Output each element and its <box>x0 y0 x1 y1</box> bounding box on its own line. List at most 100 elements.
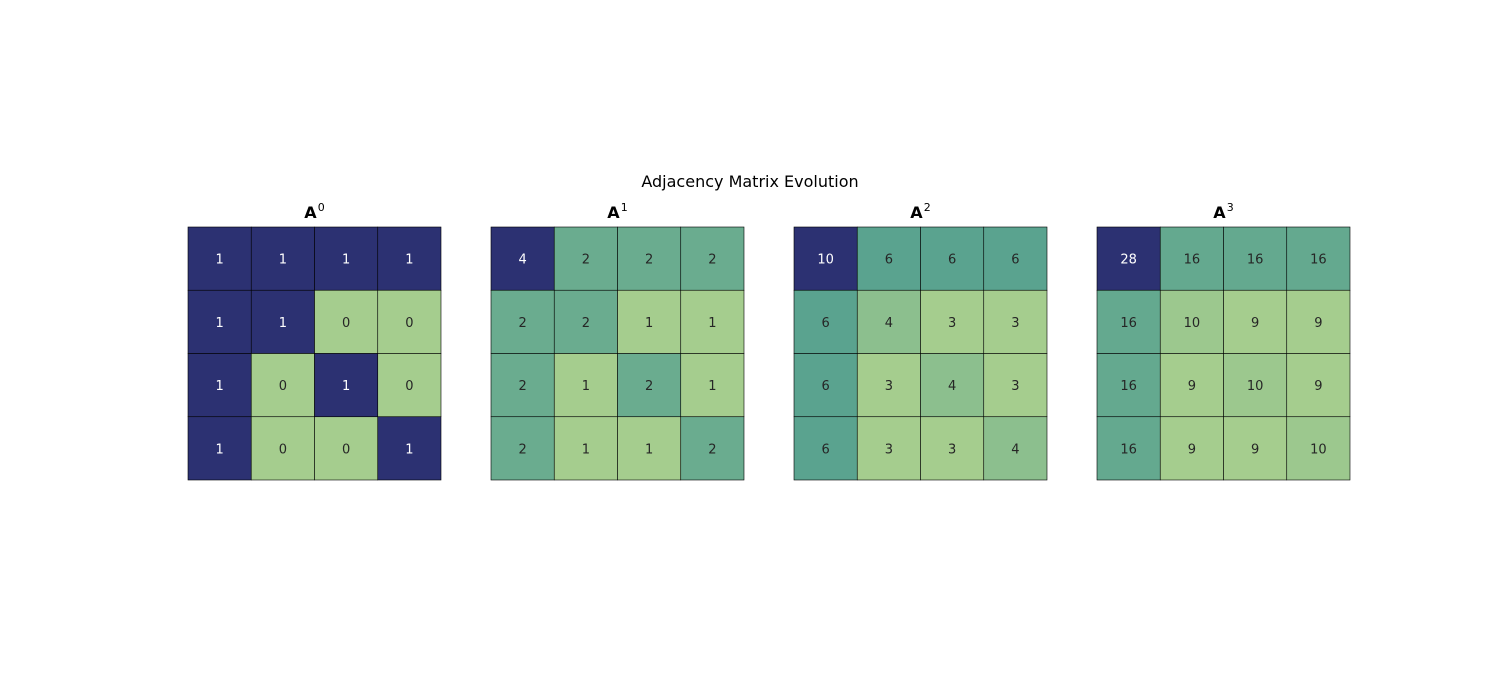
heatmap-cell-label-3-3-0: 16 <box>1120 442 1137 457</box>
heatmap-cell-1-1-1 <box>553 289 618 354</box>
panel-title-2: A2 <box>794 201 1047 222</box>
heatmap-panel-3: 28 16 16 16 16 10 9 9 16 9 10 9 16 9 9 10 <box>1096 226 1351 481</box>
heatmap-cell-3-1-2 <box>1223 289 1288 354</box>
heatmap-cell-3-3-0 <box>1096 416 1161 481</box>
heatmap-cell-label-0-2-1: 0 <box>279 379 287 394</box>
panel-title-base-0: A <box>304 203 317 222</box>
heatmap-cell-label-1-1-3: 1 <box>708 316 716 331</box>
panel-title-exponent-3: 3 <box>1226 201 1234 214</box>
heatmap-cell-label-2-0-3: 6 <box>1011 253 1019 268</box>
heatmap-cell-1-3-0 <box>490 416 555 481</box>
heatmap-cell-2-0-3 <box>983 226 1048 291</box>
heatmap-cell-label-2-0-0: 10 <box>817 253 834 268</box>
heatmap-cell-label-3-2-0: 16 <box>1120 379 1137 394</box>
heatmap-cell-label-2-2-0: 6 <box>821 379 829 394</box>
heatmap-cell-label-3-0-1: 16 <box>1184 253 1201 268</box>
heatmap-cell-label-2-3-2: 3 <box>948 442 956 457</box>
panel-title-3: A3 <box>1097 201 1350 222</box>
heatmap-cell-0-3-2 <box>314 416 379 481</box>
heatmap-cell-label-0-0-0: 1 <box>215 253 223 268</box>
heatmap-cell-0-3-1 <box>250 416 315 481</box>
heatmap-cell-label-3-1-2: 9 <box>1251 316 1259 331</box>
heatmap-cell-0-0-3 <box>377 226 442 291</box>
heatmap-cell-label-2-1-1: 4 <box>885 316 893 331</box>
heatmap-cell-label-3-1-1: 10 <box>1184 316 1201 331</box>
heatmap-cell-0-3-0 <box>187 416 252 481</box>
heatmap-cell-label-1-2-1: 1 <box>582 379 590 394</box>
heatmap-cell-2-1-0 <box>793 289 858 354</box>
panel-title-base-2: A <box>910 203 923 222</box>
heatmap-cell-3-2-2 <box>1223 353 1288 418</box>
heatmap-cell-label-0-3-3: 1 <box>405 442 413 457</box>
heatmap-cell-3-1-1 <box>1159 289 1224 354</box>
heatmap-cell-label-2-3-1: 3 <box>885 442 893 457</box>
heatmap-cell-label-2-3-0: 6 <box>821 442 829 457</box>
heatmap-cell-label-1-1-1: 2 <box>582 316 590 331</box>
heatmap-cell-label-2-2-1: 3 <box>885 379 893 394</box>
heatmap-cell-label-2-0-2: 6 <box>948 253 956 268</box>
heatmap-panel-1: 4 2 2 2 2 2 1 1 2 1 2 1 2 1 1 2 <box>490 226 745 481</box>
heatmap-cell-2-1-2 <box>920 289 985 354</box>
heatmap-cell-1-0-0 <box>490 226 555 291</box>
heatmap-cell-label-0-1-1: 1 <box>279 316 287 331</box>
heatmap-cell-label-1-3-2: 1 <box>645 442 653 457</box>
heatmap-cell-label-0-0-3: 1 <box>405 253 413 268</box>
heatmap-cell-label-1-0-1: 2 <box>582 253 590 268</box>
heatmap-cell-label-1-0-2: 2 <box>645 253 653 268</box>
figure-title: Adjacency Matrix Evolution <box>641 172 859 191</box>
heatmap-cell-label-3-1-0: 16 <box>1120 316 1137 331</box>
heatmap-cell-label-3-0-2: 16 <box>1247 253 1264 268</box>
heatmap-cell-1-1-3 <box>680 289 745 354</box>
heatmap-cell-3-0-1 <box>1159 226 1224 291</box>
heatmap-cell-1-2-0 <box>490 353 555 418</box>
heatmap-cell-2-3-0 <box>793 416 858 481</box>
heatmap-cell-2-0-2 <box>920 226 985 291</box>
heatmap-cell-label-2-3-3: 4 <box>1011 442 1019 457</box>
heatmap-cell-1-2-2 <box>617 353 682 418</box>
heatmap-cell-label-0-1-2: 0 <box>342 316 350 331</box>
heatmap-cell-label-1-1-2: 1 <box>645 316 653 331</box>
heatmap-cell-label-1-0-3: 2 <box>708 253 716 268</box>
heatmap-cell-2-3-2 <box>920 416 985 481</box>
heatmap-cell-0-3-3 <box>377 416 442 481</box>
heatmap-cell-3-1-0 <box>1096 289 1161 354</box>
heatmap-cell-label-3-0-0: 28 <box>1120 253 1137 268</box>
heatmap-cell-2-3-3 <box>983 416 1048 481</box>
heatmap-cell-label-1-2-0: 2 <box>518 379 526 394</box>
heatmap-cell-1-3-2 <box>617 416 682 481</box>
heatmap-cell-2-1-3 <box>983 289 1048 354</box>
heatmap-cell-3-2-0 <box>1096 353 1161 418</box>
heatmap-cell-2-1-1 <box>856 289 921 354</box>
heatmap-cell-label-0-3-2: 0 <box>342 442 350 457</box>
heatmap-cell-3-0-0 <box>1096 226 1161 291</box>
heatmap-cell-3-0-3 <box>1286 226 1351 291</box>
heatmap-cell-label-1-1-0: 2 <box>518 316 526 331</box>
heatmap-cell-label-0-2-0: 1 <box>215 379 223 394</box>
heatmap-cell-0-0-1 <box>250 226 315 291</box>
heatmap-cell-1-1-0 <box>490 289 555 354</box>
heatmap-cell-0-2-3 <box>377 353 442 418</box>
heatmap-cell-label-2-1-0: 6 <box>821 316 829 331</box>
heatmap-cell-1-0-2 <box>617 226 682 291</box>
heatmap-cell-2-2-3 <box>983 353 1048 418</box>
heatmap-cell-label-3-3-1: 9 <box>1188 442 1196 457</box>
heatmap-cell-2-3-1 <box>856 416 921 481</box>
heatmap-cell-label-0-0-1: 1 <box>279 253 287 268</box>
heatmap-cell-label-1-0-0: 4 <box>518 253 526 268</box>
panel-title-exponent-0: 0 <box>317 201 325 214</box>
heatmap-cell-0-1-3 <box>377 289 442 354</box>
heatmap-cell-label-2-1-2: 3 <box>948 316 956 331</box>
heatmap-cell-label-2-2-3: 3 <box>1011 379 1019 394</box>
heatmap-cell-label-0-0-2: 1 <box>342 253 350 268</box>
heatmap-cell-label-0-1-3: 0 <box>405 316 413 331</box>
panel-title-exponent-2: 2 <box>923 201 931 214</box>
panel-title-base-1: A <box>607 203 620 222</box>
heatmap-cell-label-1-2-2: 2 <box>645 379 653 394</box>
heatmap-cell-label-3-0-3: 16 <box>1310 253 1327 268</box>
heatmap-cell-3-1-3 <box>1286 289 1351 354</box>
heatmap-cell-3-0-2 <box>1223 226 1288 291</box>
panel-title-exponent-1: 1 <box>620 201 628 214</box>
heatmap-cell-1-1-2 <box>617 289 682 354</box>
heatmap-cell-label-1-3-0: 2 <box>518 442 526 457</box>
